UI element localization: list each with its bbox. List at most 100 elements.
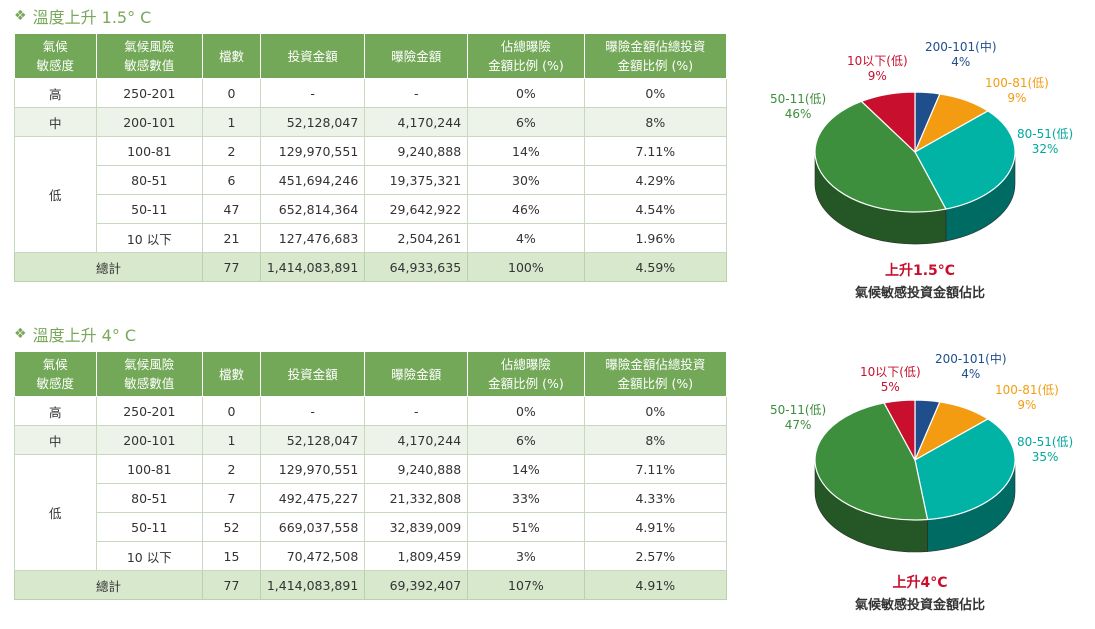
range-cell: 80-51 bbox=[95, 165, 204, 195]
sensitivity-cell: 低 bbox=[14, 454, 97, 571]
pie-slice-label: 50-11(低) 46% bbox=[770, 92, 826, 122]
ratio-cell: 8% bbox=[583, 425, 728, 455]
ratio-cell: 2.57% bbox=[583, 541, 728, 571]
ratio-cell: 0% bbox=[583, 78, 728, 108]
chart-title: 上升4°C bbox=[892, 575, 948, 591]
column-header: 檔數 bbox=[202, 33, 261, 79]
table-row: 中 200-101 1 52,128,047 4,170,244 6% 8% bbox=[14, 107, 728, 137]
ratio-cell: 4.33% bbox=[583, 483, 728, 513]
table-row: 80-51 7 492,475,227 21,332,808 33% 4.33% bbox=[15, 483, 728, 513]
section-title: ❖ 溫度上升 1.5° C bbox=[14, 4, 151, 28]
total-count: 77 bbox=[202, 252, 261, 282]
diamond-icon: ❖ bbox=[14, 8, 27, 24]
pie-slice-label: 10以下(低) 5% bbox=[860, 365, 921, 395]
column-header: 曝險金額佔總投資 金額比例 (%) bbox=[583, 33, 728, 79]
section-title-text: 溫度上升 1.5° C bbox=[32, 8, 152, 27]
table-row: 80-51 6 451,694,246 19,375,321 30% 4.29% bbox=[15, 165, 728, 195]
sensitivity-cell: 中 bbox=[14, 425, 97, 455]
diamond-icon: ❖ bbox=[14, 326, 27, 342]
total-share: 100% bbox=[467, 252, 585, 282]
table-row: 50-11 47 652,814,364 29,642,922 46% 4.54% bbox=[15, 194, 728, 224]
ratio-cell: 7.11% bbox=[583, 136, 728, 166]
slice-label-value: 47% bbox=[784, 418, 812, 432]
pie-slice-label: 200-101(中) 4% bbox=[935, 352, 1007, 382]
range-cell: 100-81 bbox=[95, 136, 204, 166]
share-cell: 6% bbox=[467, 425, 585, 455]
exposure-cell: 32,839,009 bbox=[364, 512, 469, 542]
slice-label-text: 10以下(低) bbox=[847, 54, 908, 68]
column-header: 投資金額 bbox=[259, 33, 366, 79]
slice-label-value: 4% bbox=[951, 55, 971, 69]
pie-slice bbox=[814, 100, 947, 213]
count-cell: 15 bbox=[202, 541, 261, 571]
count-cell: 0 bbox=[202, 396, 261, 426]
column-header: 佔總曝險 金額比例 (%) bbox=[467, 351, 585, 397]
total-exposure: 64,933,635 bbox=[364, 252, 469, 282]
slice-label-value: 32% bbox=[1031, 142, 1059, 156]
table-row: 低 100-81 2 129,970,551 9,240,888 14% 7.11% bbox=[14, 136, 728, 253]
ratio-cell: 0% bbox=[583, 396, 728, 426]
pie-slice-label: 10以下(低) 9% bbox=[847, 54, 908, 84]
table-row: 10 以下 15 70,472,508 1,809,459 3% 2.57% bbox=[15, 541, 728, 571]
range-cell: 250-201 bbox=[95, 396, 204, 426]
count-cell: 1 bbox=[202, 107, 261, 137]
exposure-table: 氣候 敏感度 氣候風險 敏感數值 檔數 投資金額 曝險金額 佔總曝險 金額比例 (%) 曝險… bbox=[13, 351, 728, 600]
total-label: 總計 bbox=[13, 570, 204, 600]
count-cell: 0 bbox=[202, 78, 261, 108]
sensitivity-cell: 中 bbox=[14, 107, 97, 137]
share-cell: 0% bbox=[467, 78, 585, 108]
section-title-text: 溫度上升 4° C bbox=[32, 326, 137, 345]
exposure-cell: - bbox=[364, 396, 469, 426]
ratio-cell: 4.91% bbox=[583, 512, 728, 542]
pie-slice-label: 200-101(中) 4% bbox=[925, 40, 997, 70]
range-cell: 100-81 bbox=[95, 454, 204, 484]
pie-slice-label: 100-81(低) 9% bbox=[985, 76, 1049, 106]
slice-label-value: 46% bbox=[784, 107, 812, 121]
count-cell: 52 bbox=[202, 512, 261, 542]
share-cell: 46% bbox=[467, 194, 585, 224]
column-header: 檔數 bbox=[202, 351, 261, 397]
invest-cell: 492,475,227 bbox=[259, 483, 366, 513]
slice-label-text: 10以下(低) bbox=[860, 365, 921, 379]
pie-slice-label: 50-11(低) 47% bbox=[770, 403, 826, 433]
table-row: 高 250-201 0- -0% 0% bbox=[14, 78, 728, 108]
pie-slice-label: 80-51(低) 32% bbox=[1017, 127, 1073, 157]
count-cell: 1 bbox=[202, 425, 261, 455]
pie-slice-label: 80-51(低) 35% bbox=[1017, 435, 1073, 465]
count-cell: 21 bbox=[202, 223, 261, 253]
column-header: 佔總曝險 金額比例 (%) bbox=[467, 33, 585, 79]
sensitivity-cell: 高 bbox=[14, 78, 97, 108]
range-cell: 10 以下 bbox=[95, 541, 204, 571]
section-title: ❖ 溫度上升 4° C bbox=[14, 322, 136, 346]
table-row: 高 250-201 0- -0% 0% bbox=[14, 396, 728, 426]
table-row: 中 200-101 1 52,128,047 4,170,244 6% 8% bbox=[14, 425, 728, 455]
header-row: 氣候 敏感度 氣候風險 敏感數值 檔數 投資金額 曝險金額 佔總曝險 金額比例 (%) 曝險… bbox=[14, 351, 728, 397]
slice-label-text: 50-11(低) bbox=[770, 403, 827, 417]
share-cell: 30% bbox=[467, 165, 585, 195]
share-cell: 51% bbox=[467, 512, 585, 542]
invest-cell: - bbox=[259, 78, 366, 108]
exposure-cell: 19,375,321 bbox=[364, 165, 469, 195]
slice-label-value: 9% bbox=[867, 69, 887, 83]
column-header: 曝險金額佔總投資 金額比例 (%) bbox=[583, 351, 728, 397]
slice-label-text: 80-51(低) bbox=[1017, 127, 1074, 141]
column-header: 氣候 敏感度 bbox=[14, 33, 97, 79]
share-cell: 0% bbox=[467, 396, 585, 426]
slice-label-text: 200-101(中) bbox=[925, 40, 997, 54]
invest-cell: 129,970,551 bbox=[259, 454, 366, 484]
total-invest: 1,414,083,891 bbox=[259, 570, 366, 600]
share-cell: 3% bbox=[467, 541, 585, 571]
share-cell: 4% bbox=[467, 223, 585, 253]
pie-chart: 200-101(中) 4% 100-81(低) 9% 80-51(低) 35% 50-11(… bbox=[770, 338, 1073, 628]
share-cell: 6% bbox=[467, 107, 585, 137]
exposure-table: 氣候 敏感度 氣候風險 敏感數值 檔數 投資金額 曝險金額 佔總曝險 金額比例 (%) 曝險… bbox=[13, 33, 728, 282]
total-count: 77 bbox=[202, 570, 261, 600]
count-cell: 2 bbox=[202, 454, 261, 484]
range-cell: 200-101 bbox=[95, 425, 204, 455]
slice-label-text: 80-51(低) bbox=[1017, 435, 1074, 449]
exposure-cell: - bbox=[364, 78, 469, 108]
exposure-cell: 4,170,244 bbox=[364, 107, 469, 137]
pie-slice bbox=[914, 110, 1016, 210]
range-cell: 50-11 bbox=[95, 194, 204, 224]
exposure-cell: 29,642,922 bbox=[364, 194, 469, 224]
